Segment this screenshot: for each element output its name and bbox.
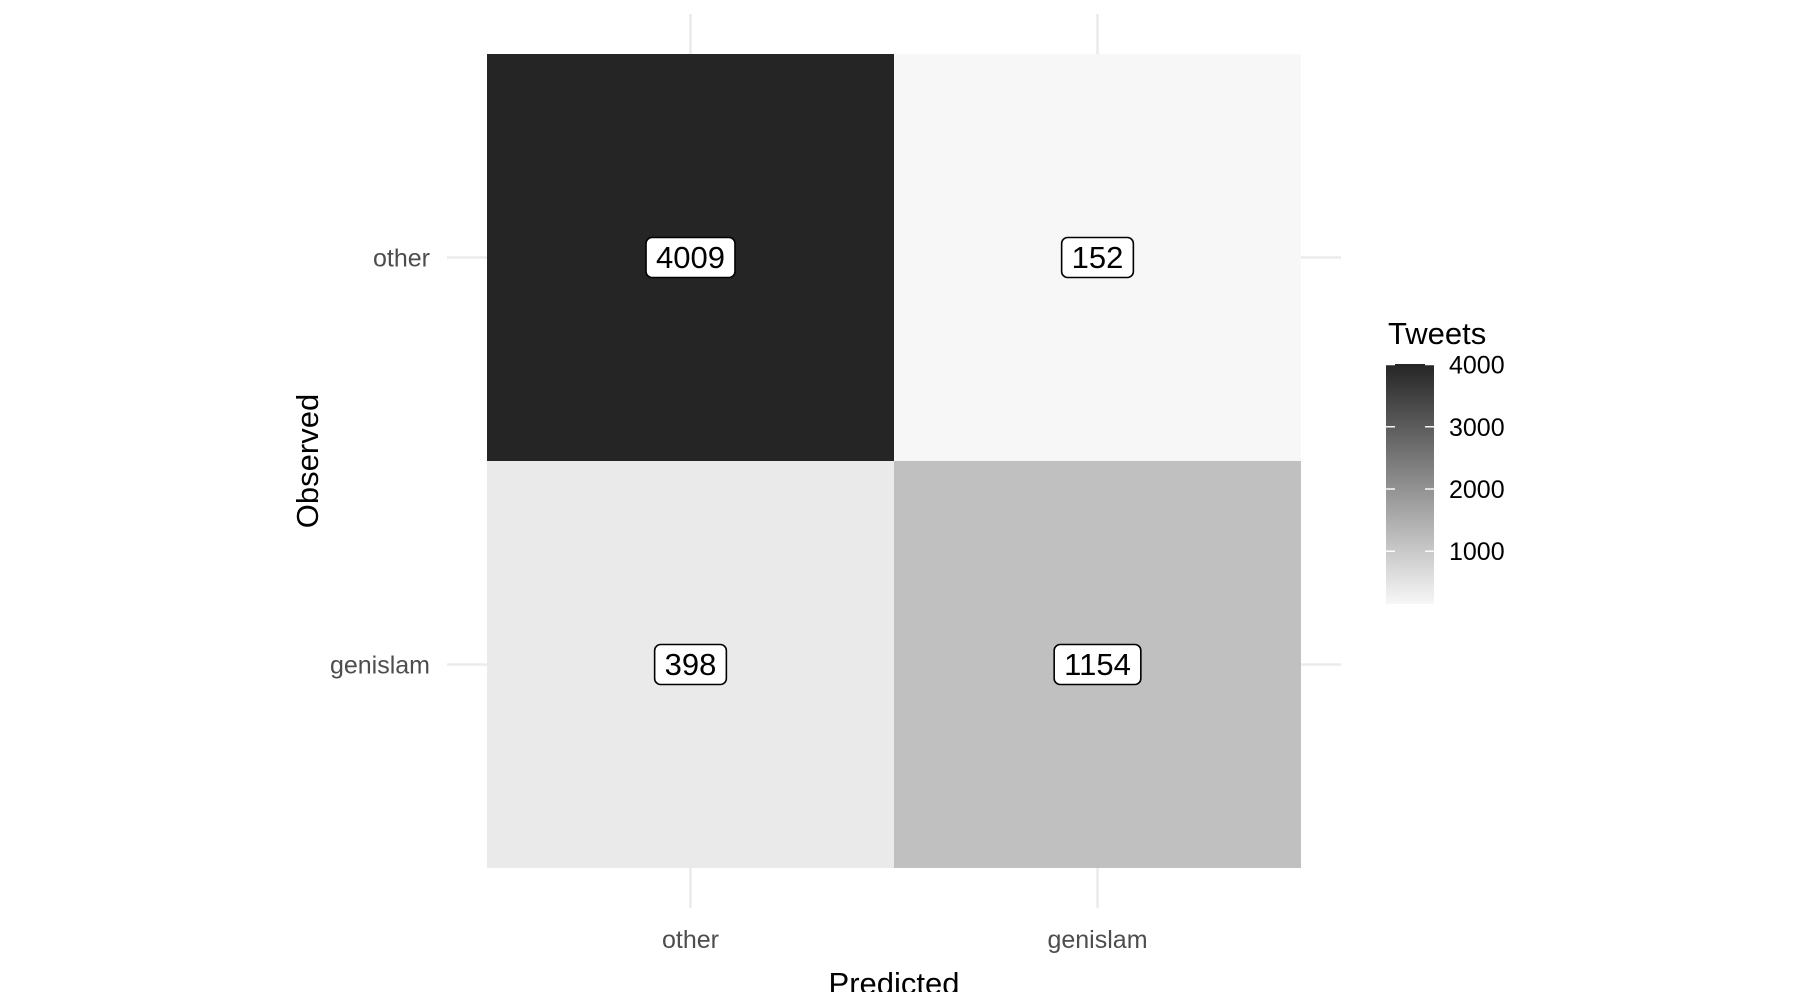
legend-tick-label: 4000	[1449, 352, 1505, 380]
legend-tick-label: 3000	[1449, 414, 1505, 442]
cell-label: 1154	[1053, 643, 1142, 686]
cell-label: 152	[1060, 236, 1135, 279]
cell-labels: 4009 152 398 1154	[645, 236, 1142, 686]
cell-label-box	[1053, 643, 1142, 686]
cell-label-box	[653, 643, 728, 686]
y-axis-ticks: other genislam	[330, 245, 430, 680]
legend-ticks: 1000 2000 3000 4000	[1386, 352, 1505, 566]
x-tick-label: other	[662, 926, 719, 954]
legend-tick-label: 1000	[1449, 538, 1505, 566]
cell-label-value: 398	[665, 647, 717, 682]
y-tick-label: other	[373, 245, 430, 273]
cell-label-box	[645, 236, 736, 279]
cell-label: 398	[653, 643, 728, 686]
legend-tick-label: 2000	[1449, 476, 1505, 504]
legend-colorbar	[1386, 364, 1434, 604]
cell-label-value: 1154	[1064, 647, 1131, 682]
cell-label-value: 4009	[656, 240, 725, 275]
legend: Tweets 1000 2000 3000 4000	[1386, 316, 1505, 604]
cell-label: 4009	[645, 236, 736, 279]
y-tick-label: genislam	[330, 652, 430, 680]
x-axis-title: Predicted	[829, 966, 960, 992]
y-axis-title: Observed	[290, 394, 325, 528]
cell-label-box	[1060, 236, 1135, 279]
cell-label-value: 152	[1072, 240, 1124, 275]
heatmap-cells	[487, 54, 1301, 868]
legend-title: Tweets	[1388, 316, 1486, 351]
x-axis-ticks: other genislam	[662, 926, 1148, 954]
x-tick-label: genislam	[1047, 926, 1147, 954]
